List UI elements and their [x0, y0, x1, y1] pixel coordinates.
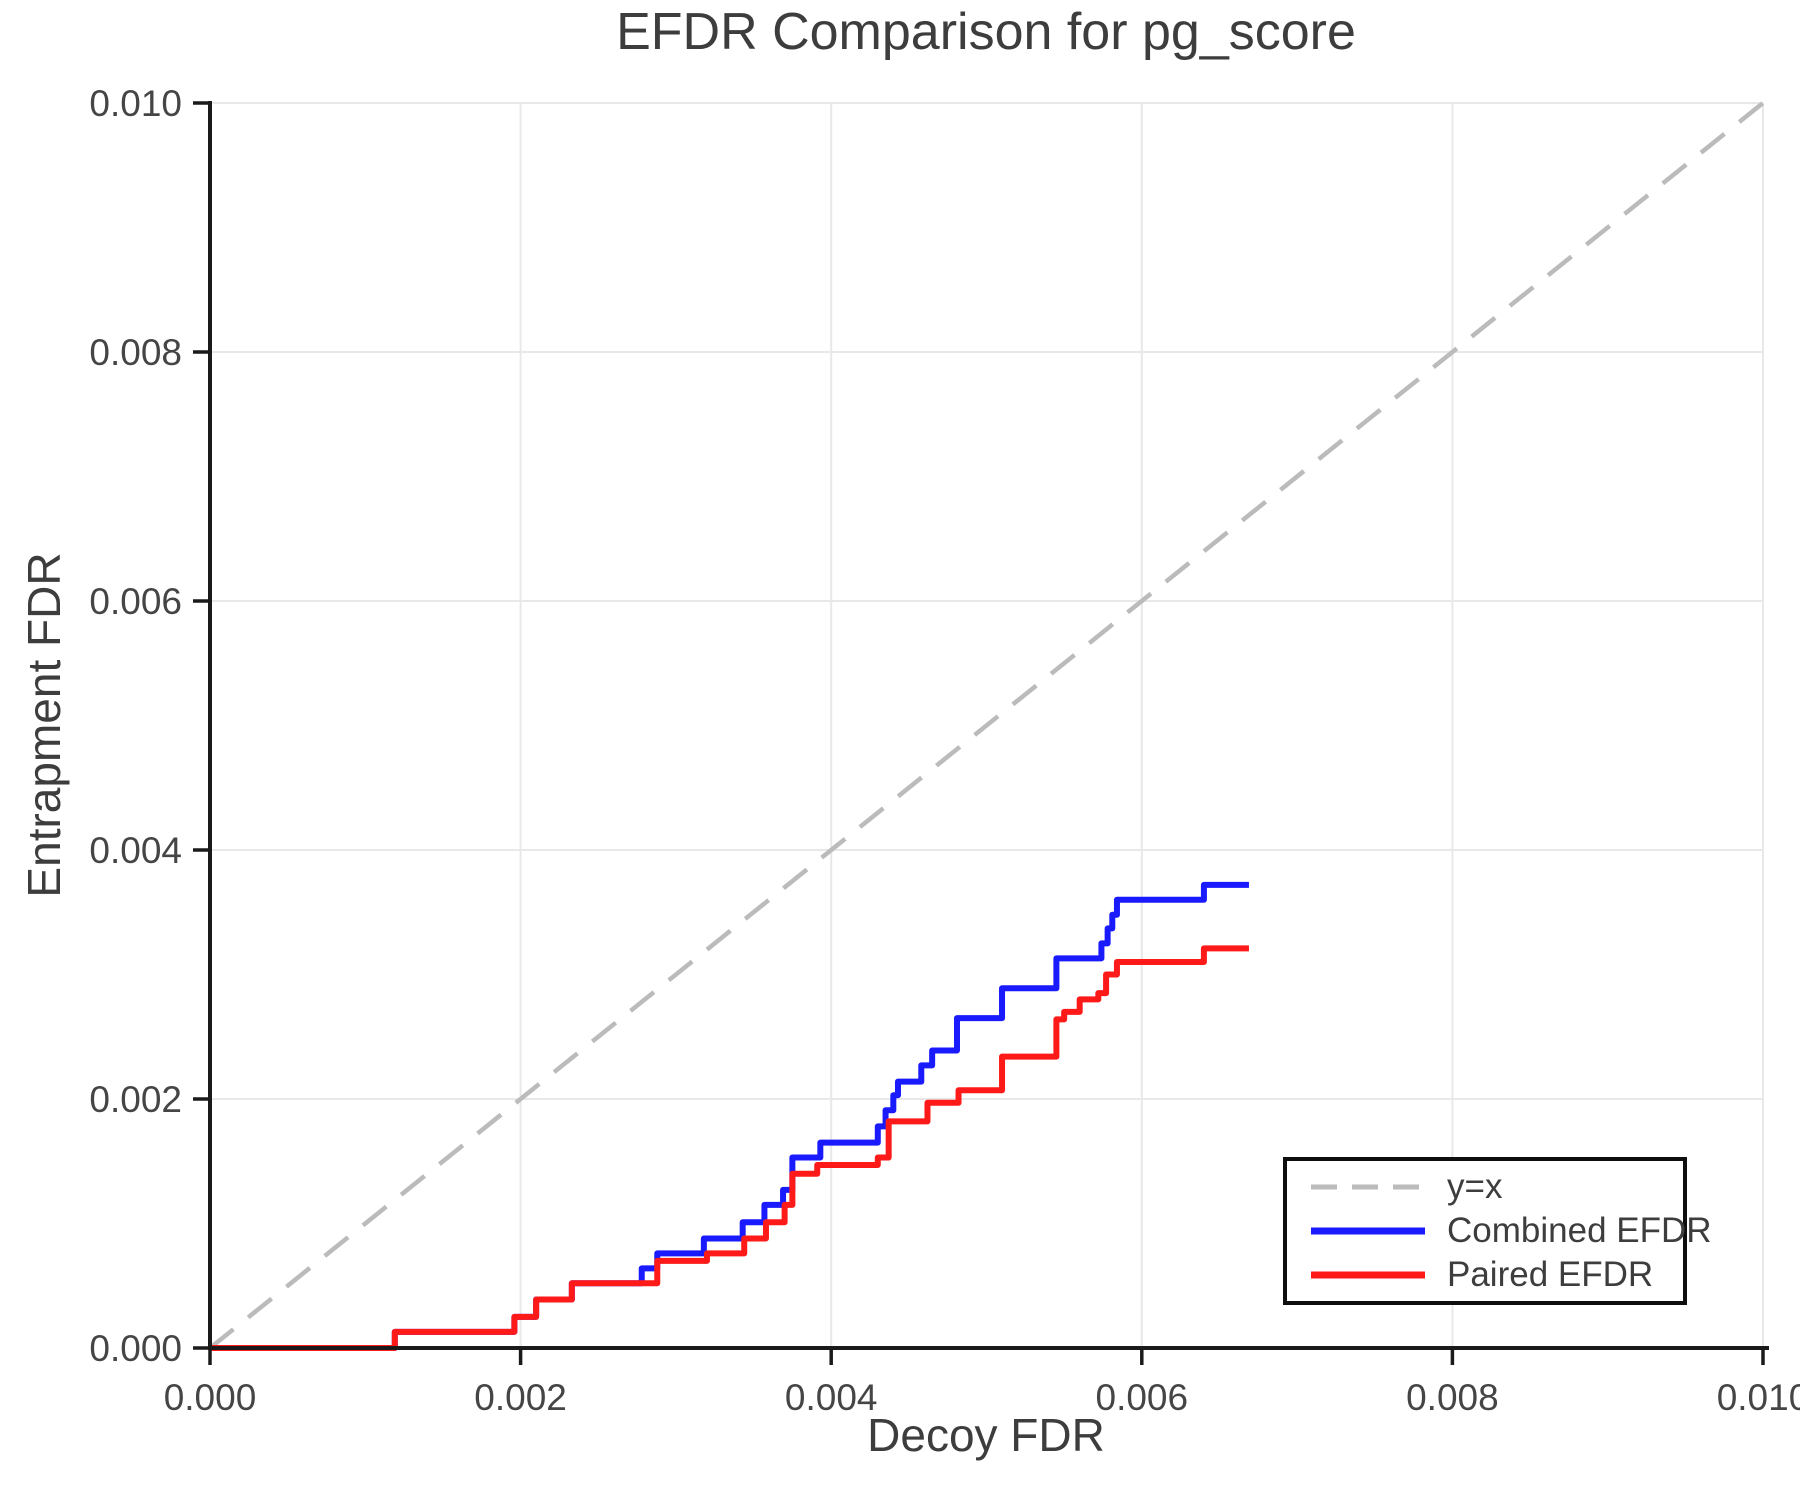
reference-line-yx [208, 101, 1765, 1350]
legend-entry-yx: y=x [1309, 1166, 1683, 1208]
x-tick-label: 0.000 [164, 1377, 257, 1418]
blue-line-sample-icon [1311, 1227, 1425, 1235]
legend-entry-combined: Combined EFDR [1309, 1210, 1712, 1252]
y-tick-label: 0.000 [89, 1328, 182, 1369]
dashed-line-sample-icon [1311, 1184, 1425, 1190]
x-tick-label: 0.010 [1717, 1377, 1800, 1418]
x-tick-label: 0.006 [1096, 1377, 1189, 1418]
x-tick-label: 0.008 [1406, 1377, 1499, 1418]
chart-title: EFDR Comparison for pg_score [616, 3, 1356, 61]
x-tick-label: 0.002 [474, 1377, 567, 1418]
y-tick-label: 0.004 [89, 830, 182, 871]
legend-entry-paired: Paired EFDR [1309, 1254, 1683, 1296]
legend-label-combined: Combined EFDR [1447, 1211, 1712, 1250]
x-axis-label: Decoy FDR [867, 1409, 1105, 1461]
combined-efdr-line [210, 881, 1249, 1351]
y-axis-label: Entrapment FDR [18, 552, 70, 898]
y-tick-label: 0.008 [89, 332, 182, 373]
legend-label-yx: y=x [1447, 1167, 1503, 1206]
legend-label-paired: Paired EFDR [1447, 1255, 1654, 1294]
y-tick-label: 0.010 [89, 83, 182, 124]
y-tick-label: 0.002 [89, 1079, 182, 1120]
paired-efdr-line [210, 945, 1249, 1351]
legend: y=x Combined EFDR Paired EFDR [1283, 1157, 1712, 1305]
red-line-sample-icon [1311, 1271, 1425, 1279]
x-tick-label: 0.004 [785, 1377, 878, 1418]
y-tick-label: 0.006 [89, 581, 182, 622]
